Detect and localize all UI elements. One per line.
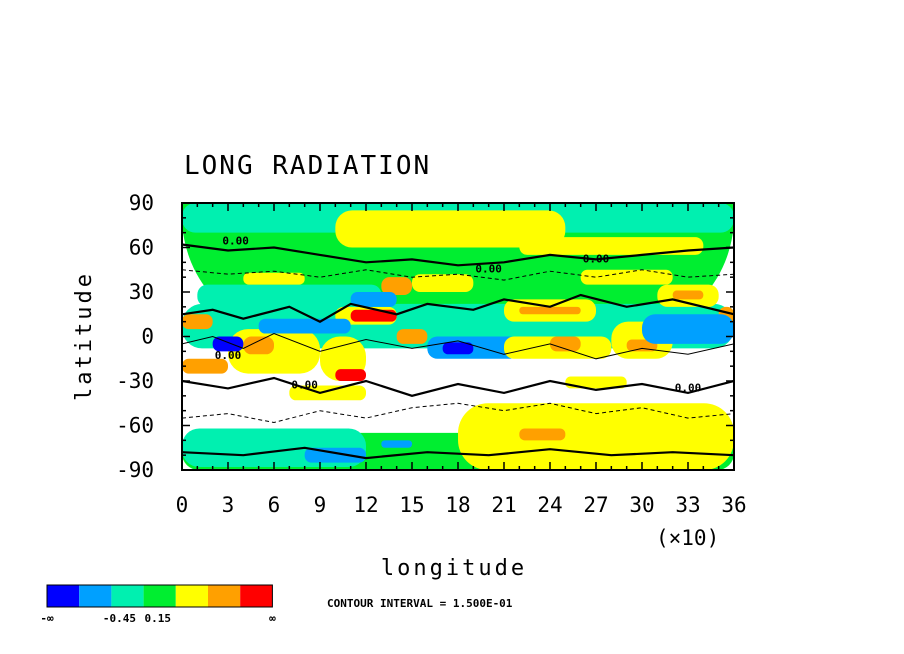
field-region	[519, 428, 566, 441]
field-region	[228, 329, 320, 374]
y-tick-label: 30	[129, 280, 154, 304]
colorbar	[46, 584, 273, 608]
x-tick-label: 27	[583, 493, 608, 517]
heatmap-field	[182, 203, 734, 470]
colorbar-label: -∞	[40, 612, 54, 625]
x-tick-labels: 0 3 6 9 12 15 18 21 24 27 30 33 36	[176, 493, 747, 517]
contour-line	[182, 269, 734, 281]
x-tick-label: 18	[445, 493, 470, 517]
x-tick-label: 33	[675, 493, 700, 517]
contour-labels: 0.00 0.00 0.00 0.00 0.00 0.00	[215, 235, 702, 395]
contour-label: 0.00	[675, 381, 702, 394]
field-region	[350, 309, 397, 322]
y-tick-label: 90	[129, 191, 154, 215]
contour-label: 0.00	[583, 252, 610, 265]
colorbar-swatch	[111, 585, 144, 607]
field-region	[550, 336, 581, 352]
contour-label: 0.00	[222, 235, 249, 248]
field-region	[243, 272, 305, 285]
field-region	[412, 274, 474, 292]
x-tick-label: 21	[491, 493, 516, 517]
x-tick-label: 3	[222, 493, 235, 517]
colorbar-swatch	[143, 585, 176, 607]
contour-label: 0.00	[291, 378, 318, 391]
colorbar-label: 0.15	[145, 612, 172, 625]
field-region	[335, 210, 566, 248]
x-tick-label: 6	[268, 493, 281, 517]
y-tick-labels: 90 60 30 0 -30 -60 -90	[116, 191, 154, 482]
field-region	[642, 314, 734, 344]
y-tick-label: 60	[129, 236, 154, 260]
colorbar-label: -0.45	[103, 612, 136, 625]
contour-line	[182, 376, 734, 397]
y-tick-label: -90	[116, 458, 154, 482]
contour-line	[182, 243, 734, 267]
chart-title: LONG RADIATION	[184, 151, 431, 181]
field-region	[212, 336, 244, 352]
x-multiplier-label: (×10)	[656, 526, 719, 550]
contour-line	[182, 446, 734, 460]
field-region	[580, 269, 673, 285]
x-tick-label: 12	[353, 493, 378, 517]
colorbar-swatch	[240, 585, 273, 607]
colorbar-label: ∞	[269, 612, 276, 625]
colorbar-swatch	[47, 585, 80, 607]
field-region	[335, 369, 366, 381]
field-region	[182, 358, 228, 374]
colorbar-swatch	[208, 585, 241, 607]
contour-label: 0.00	[215, 349, 242, 362]
axis-ticks	[181, 202, 735, 471]
field-region	[182, 314, 213, 330]
contour-label: 0.00	[475, 263, 502, 276]
colorbar-swatch	[175, 585, 208, 607]
field-region	[442, 342, 474, 355]
colorbar-frame	[46, 584, 273, 608]
contour-line	[182, 332, 734, 360]
field-region	[396, 329, 428, 344]
field-region	[350, 292, 397, 307]
y-tick-label: 0	[141, 325, 154, 349]
x-tick-label: 9	[314, 493, 327, 517]
x-tick-label: 30	[629, 493, 654, 517]
colorbar-swatch	[79, 585, 112, 607]
contour-line	[182, 293, 734, 323]
field-region	[258, 318, 351, 334]
x-tick-label: 36	[721, 493, 746, 517]
field-region	[519, 237, 704, 255]
y-axis-title: latitude	[72, 271, 97, 401]
field-region	[672, 290, 704, 300]
field-region	[243, 336, 274, 355]
y-tick-label: -30	[116, 369, 154, 393]
y-tick-label: -60	[116, 414, 154, 438]
x-axis-title: longitude	[381, 556, 527, 581]
field-region	[565, 376, 627, 389]
field-region	[381, 440, 412, 448]
field-region	[519, 306, 581, 315]
colorbar-labels: -∞ -0.45 0.15 ∞	[40, 612, 276, 625]
contour-interval-note: CONTOUR INTERVAL = 1.500E-01	[327, 597, 513, 610]
x-tick-label: 15	[399, 493, 424, 517]
x-tick-label: 0	[176, 493, 189, 517]
contour-lines	[182, 243, 734, 460]
x-tick-label: 24	[537, 493, 562, 517]
field-region	[197, 284, 382, 307]
contour-line	[182, 402, 734, 424]
field-region	[381, 277, 412, 295]
